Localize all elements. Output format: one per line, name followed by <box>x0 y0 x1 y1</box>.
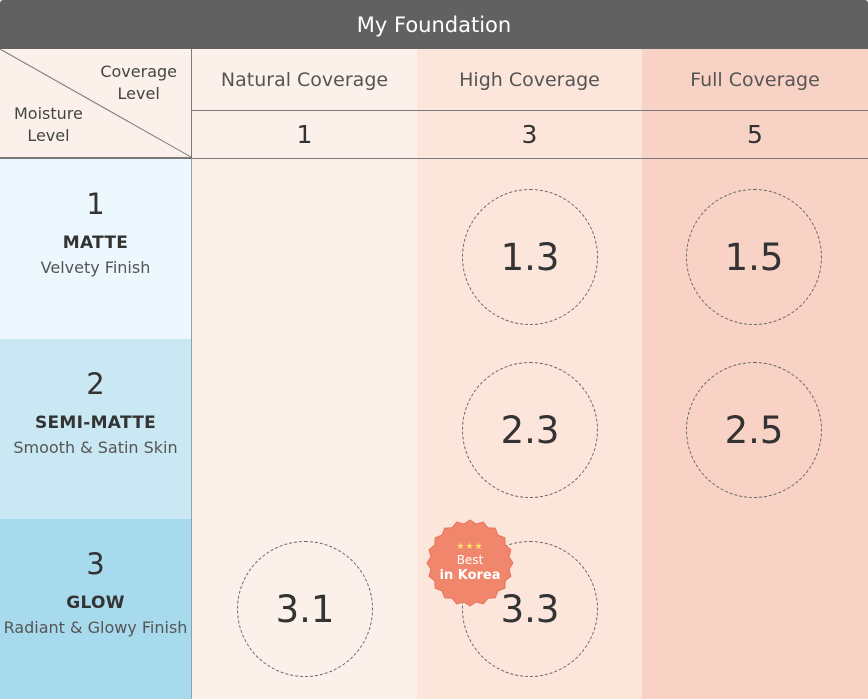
row-description: Velvety Finish <box>40 258 151 277</box>
product-2-3[interactable]: 2.3 <box>462 362 598 498</box>
moisture-level-label: Moisture Level <box>14 104 83 145</box>
badge-stars-icon: ★★★ <box>456 542 484 552</box>
product-2-5[interactable]: 2.5 <box>686 362 822 498</box>
row-header-glow: 3 GLOW Radiant & Glowy Finish <box>0 519 192 699</box>
badge-line-2: in Korea <box>439 568 501 583</box>
row-description: Smooth & Satin Skin <box>13 438 178 457</box>
product-1-5[interactable]: 1.5 <box>686 189 822 325</box>
corner-diagonal <box>0 49 192 158</box>
row-level: 3 <box>86 547 105 581</box>
row-level: 1 <box>86 187 105 221</box>
best-in-korea-badge: ★★★ Best in Korea <box>426 519 514 607</box>
row-level: 2 <box>86 367 105 401</box>
row-description: Radiant & Glowy Finish <box>3 618 188 637</box>
row-name: SEMI-MATTE <box>34 413 157 433</box>
column-level-full: 5 <box>747 119 763 149</box>
header-divider <box>192 110 868 111</box>
row-header-matte: 1 MATTE Velvety Finish <box>0 159 192 339</box>
header-bottom-divider <box>0 158 868 159</box>
column-level-high: 3 <box>521 119 538 149</box>
coverage-level-label: Coverage Level <box>100 62 177 103</box>
badge-line-1: Best <box>456 553 484 567</box>
column-header-high: High Coverage <box>459 68 600 91</box>
column-header-full: Full Coverage <box>690 68 820 91</box>
row-header-semi-matte: 2 SEMI-MATTE Smooth & Satin Skin <box>0 339 192 519</box>
row-name: GLOW <box>66 593 125 613</box>
column-header-natural: Natural Coverage <box>220 68 389 91</box>
product-3-3[interactable]: 3.3 <box>462 541 598 677</box>
product-3-1[interactable]: 3.1 <box>237 541 373 677</box>
column-level-natural: 1 <box>296 119 313 149</box>
chart-title: My Foundation <box>0 0 868 49</box>
corner-header: Coverage Level Moisture Level <box>0 49 192 158</box>
product-1-3[interactable]: 1.3 <box>462 189 598 325</box>
badge-seal-icon <box>426 519 514 607</box>
row-name: MATTE <box>62 233 129 253</box>
